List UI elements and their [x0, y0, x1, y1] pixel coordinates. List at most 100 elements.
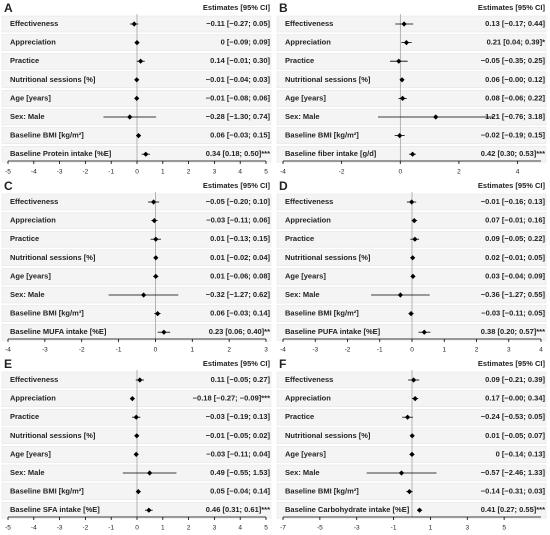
x-tick-label: 0 [135, 525, 139, 532]
estimate-marker [433, 114, 439, 120]
x-tick-label: -2 [83, 525, 89, 532]
row-band [276, 501, 547, 519]
estimate-label: −0.03 [−0.11; 0.05] [481, 309, 545, 318]
estimate-marker [134, 40, 140, 46]
estimate-label: 0.08 [−0.06; 0.22] [485, 93, 545, 102]
estimate-label: −0.02 [−0.19; 0.15] [481, 131, 546, 140]
x-tick-label: -1 [108, 525, 114, 532]
estimate-marker [409, 199, 415, 205]
row-band [1, 193, 272, 211]
row-label: Practice [285, 412, 314, 421]
estimate-label: −0.57 [−2.46; 1.33] [481, 468, 546, 477]
panel-label: C [4, 179, 13, 193]
estimate-marker [410, 273, 416, 279]
row-label: Age [years] [10, 271, 51, 280]
x-tick-label: -3 [312, 347, 318, 354]
x-tick-label: 5 [264, 169, 268, 176]
panel-label: A [4, 1, 13, 15]
estimate-label: 0.07 [−0.01; 0.16] [485, 216, 545, 225]
x-tick-label: 5 [502, 525, 506, 532]
estimate-label: 0.46 [0.31; 0.61]*** [206, 505, 270, 514]
row-label: Sex: Male [285, 112, 320, 121]
row-band [276, 90, 547, 107]
estimate-marker [131, 21, 137, 27]
x-tick-label: -2 [83, 169, 89, 176]
estimate-label: 0.01 [−0.13; 0.15] [210, 234, 270, 243]
estimate-label: 0.38 [0.20; 0.57]*** [481, 327, 545, 336]
estimate-label: −0.01 [−0.05; 0.02] [206, 431, 271, 440]
row-band [1, 145, 272, 163]
row-label: Baseline Protein intake [%E] [10, 149, 112, 158]
x-tick-label: 4 [238, 525, 242, 532]
x-tick-label: -4 [280, 169, 286, 176]
row-label: Effectiveness [285, 197, 333, 206]
estimate-label: −0.01 [−0.16; 0.13] [481, 197, 546, 206]
x-tick-label: 1 [161, 169, 165, 176]
row-label: Appreciation [285, 38, 331, 47]
row-label: Sex: Male [10, 468, 45, 477]
estimate-marker [138, 58, 144, 64]
x-tick-label: 0 [135, 169, 139, 176]
row-band [276, 212, 547, 229]
estimate-label: −0.05 [−0.20; 0.10] [206, 197, 271, 206]
row-band [276, 323, 547, 341]
row-label: Appreciation [285, 394, 331, 403]
x-tick-label: -2 [339, 169, 345, 176]
x-tick-label: 5 [264, 525, 268, 532]
estimate-label: 1.21 [−0.76; 3.18] [485, 112, 545, 121]
row-label: Nutritional sessions [%] [10, 75, 96, 84]
row-label: Baseline BMI [kg/m²] [10, 487, 84, 496]
x-tick-label: -4 [31, 169, 37, 176]
x-tick-label: 0 [410, 347, 414, 354]
row-label: Effectiveness [10, 375, 58, 384]
x-tick-label: 1 [190, 347, 194, 354]
estimate-label: 0.01 [−0.02; 0.04] [210, 253, 270, 262]
estimate-label: 0.09 [−0.05; 0.22] [485, 234, 545, 243]
x-tick-label: 3 [264, 347, 268, 354]
estimate-marker [151, 218, 157, 224]
x-tick-label: 2 [187, 525, 191, 532]
row-label: Effectiveness [10, 19, 58, 28]
x-tick-label: -3 [57, 169, 63, 176]
row-label: Baseline BMI [kg/m²] [10, 131, 84, 140]
row-label: Baseline Carbohydrate intake [%E] [285, 505, 410, 514]
estimate-marker [411, 218, 417, 224]
estimate-label: 0.34 [0.18; 0.50]*** [206, 149, 270, 158]
estimate-marker [147, 470, 153, 476]
x-tick-label: 4 [539, 347, 543, 354]
estimate-marker [127, 114, 133, 120]
row-label: Sex: Male [10, 112, 45, 121]
column-header: Estimates [95% CI] [478, 359, 546, 368]
estimate-label: 0.14 [−0.01; 0.30] [210, 56, 270, 65]
row-label: Nutritional sessions [%] [10, 253, 96, 262]
estimate-marker [412, 236, 418, 242]
row-label: Practice [285, 234, 314, 243]
row-label: Appreciation [10, 394, 56, 403]
x-tick-label: 3 [213, 525, 217, 532]
panel-label: E [4, 357, 12, 371]
row-label: Sex: Male [10, 290, 45, 299]
estimate-marker [141, 292, 147, 298]
x-tick-label: 1 [429, 525, 433, 532]
row-label: Sex: Male [285, 468, 320, 477]
estimate-marker [397, 133, 403, 139]
estimate-marker [153, 255, 159, 261]
estimate-marker [133, 414, 139, 420]
estimate-marker [398, 470, 405, 476]
estimate-marker [129, 396, 135, 402]
x-tick-label: 0 [398, 169, 402, 176]
x-tick-label: -5 [5, 169, 11, 176]
row-band [1, 390, 272, 407]
x-tick-label: 2 [187, 169, 191, 176]
estimate-label: 0.06 [−0.00; 0.12] [485, 75, 545, 84]
row-label: Baseline SFA intake [%E] [10, 505, 100, 514]
row-label: Age [years] [10, 93, 51, 102]
row-band [276, 127, 547, 144]
estimate-marker [143, 151, 149, 157]
estimate-marker [134, 95, 140, 101]
estimate-label: 0.02 [−0.01; 0.05] [485, 253, 545, 262]
row-label: Baseline PUFA intake [%E] [285, 327, 381, 336]
estimate-label: −0.11 [−0.27; 0.05] [206, 19, 270, 28]
row-label: Practice [285, 56, 314, 65]
